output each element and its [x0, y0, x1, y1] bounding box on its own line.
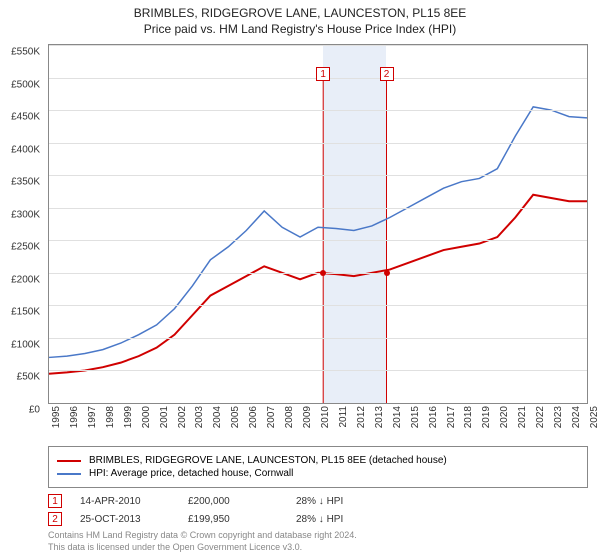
y-tick-label: £450K	[11, 112, 40, 123]
gridline	[49, 273, 587, 274]
series-hpi	[49, 107, 587, 358]
y-tick-label: £150K	[11, 307, 40, 318]
y-tick-label: £350K	[11, 177, 40, 188]
sale-price: £200,000	[188, 496, 278, 507]
sale-marker-icon: 2	[48, 512, 62, 526]
x-tick-label: 2013	[374, 406, 385, 428]
x-tick-label: 2012	[356, 406, 367, 428]
gridline	[49, 175, 587, 176]
x-tick-label: 2009	[302, 406, 313, 428]
sale-row: 2 25-OCT-2013 £199,950 28% ↓ HPI	[48, 512, 588, 526]
sale-dot	[320, 270, 326, 276]
chart-title: BRIMBLES, RIDGEGROVE LANE, LAUNCESTON, P…	[0, 6, 600, 20]
series-property	[49, 195, 587, 374]
chart-svg	[49, 45, 587, 403]
legend-swatch	[57, 460, 81, 462]
legend-label: HPI: Average price, detached house, Corn…	[89, 468, 293, 479]
x-tick-label: 2003	[194, 406, 205, 428]
sale-delta: 28% ↓ HPI	[296, 496, 386, 507]
legend-swatch	[57, 473, 81, 475]
x-tick-label: 2011	[338, 406, 349, 428]
x-tick-label: 2014	[392, 406, 403, 428]
plot-area: 12	[48, 44, 588, 404]
sale-date: 25-OCT-2013	[80, 514, 170, 525]
x-tick-label: 2018	[463, 406, 474, 428]
legend-label: BRIMBLES, RIDGEGROVE LANE, LAUNCESTON, P…	[89, 455, 447, 466]
sale-marker-icon: 1	[48, 494, 62, 508]
x-tick-label: 1997	[87, 406, 98, 428]
y-axis: £0£50K£100K£150K£200K£250K£300K£350K£400…	[0, 52, 44, 412]
x-tick-label: 2015	[410, 406, 421, 428]
gridline	[49, 45, 587, 46]
y-tick-label: £50K	[17, 372, 40, 383]
x-tick-label: 2020	[499, 406, 510, 428]
x-tick-label: 2008	[284, 406, 295, 428]
x-tick-label: 2021	[517, 406, 528, 428]
chart-titles: BRIMBLES, RIDGEGROVE LANE, LAUNCESTON, P…	[0, 0, 600, 36]
legend: BRIMBLES, RIDGEGROVE LANE, LAUNCESTON, P…	[48, 446, 588, 488]
sales-table: 1 14-APR-2010 £200,000 28% ↓ HPI 2 25-OC…	[48, 494, 588, 526]
x-tick-label: 1999	[123, 406, 134, 428]
footer: Contains HM Land Registry data © Crown c…	[48, 530, 588, 553]
x-tick-label: 2017	[446, 406, 457, 428]
y-tick-label: £550K	[11, 47, 40, 58]
y-tick-label: £400K	[11, 144, 40, 155]
x-tick-label: 2001	[159, 406, 170, 428]
sale-delta: 28% ↓ HPI	[296, 514, 386, 525]
x-tick-label: 2010	[320, 406, 331, 428]
footer-line: Contains HM Land Registry data © Crown c…	[48, 530, 588, 542]
x-tick-label: 1995	[51, 406, 62, 428]
legend-item: HPI: Average price, detached house, Corn…	[57, 468, 579, 479]
gridline	[49, 240, 587, 241]
legend-item: BRIMBLES, RIDGEGROVE LANE, LAUNCESTON, P…	[57, 455, 579, 466]
gridline	[49, 305, 587, 306]
marker-label: 1	[316, 67, 330, 81]
x-tick-label: 2006	[248, 406, 259, 428]
gridline	[49, 110, 587, 111]
sale-dot	[384, 270, 390, 276]
y-tick-label: £100K	[11, 339, 40, 350]
x-tick-label: 2023	[553, 406, 564, 428]
x-tick-label: 2005	[230, 406, 241, 428]
marker-label: 2	[380, 67, 394, 81]
sale-row: 1 14-APR-2010 £200,000 28% ↓ HPI	[48, 494, 588, 508]
chart-container: BRIMBLES, RIDGEGROVE LANE, LAUNCESTON, P…	[0, 0, 600, 553]
sale-price: £199,950	[188, 514, 278, 525]
x-tick-label: 2024	[571, 406, 582, 428]
gridline	[49, 370, 587, 371]
y-tick-label: £200K	[11, 274, 40, 285]
x-tick-label: 2019	[481, 406, 492, 428]
x-tick-label: 1998	[105, 406, 116, 428]
x-tick-label: 2004	[212, 406, 223, 428]
gridline	[49, 338, 587, 339]
x-tick-label: 2022	[535, 406, 546, 428]
x-tick-label: 2007	[266, 406, 277, 428]
y-tick-label: £500K	[11, 79, 40, 90]
x-tick-label: 2025	[589, 406, 600, 428]
y-tick-label: £250K	[11, 242, 40, 253]
gridline	[49, 208, 587, 209]
footer-line: This data is licensed under the Open Gov…	[48, 542, 588, 554]
x-tick-label: 1996	[69, 406, 80, 428]
x-axis: 1995 1996 1997 1998 1999 2000 2001 2002 2003 2004…	[48, 404, 588, 438]
gridline	[49, 143, 587, 144]
x-tick-label: 2002	[177, 406, 188, 428]
chart-subtitle: Price paid vs. HM Land Registry's House …	[0, 22, 600, 36]
y-tick-label: £300K	[11, 209, 40, 220]
sale-date: 14-APR-2010	[80, 496, 170, 507]
x-tick-label: 2000	[141, 406, 152, 428]
x-tick-label: 2016	[428, 406, 439, 428]
y-tick-label: £0	[29, 405, 40, 416]
